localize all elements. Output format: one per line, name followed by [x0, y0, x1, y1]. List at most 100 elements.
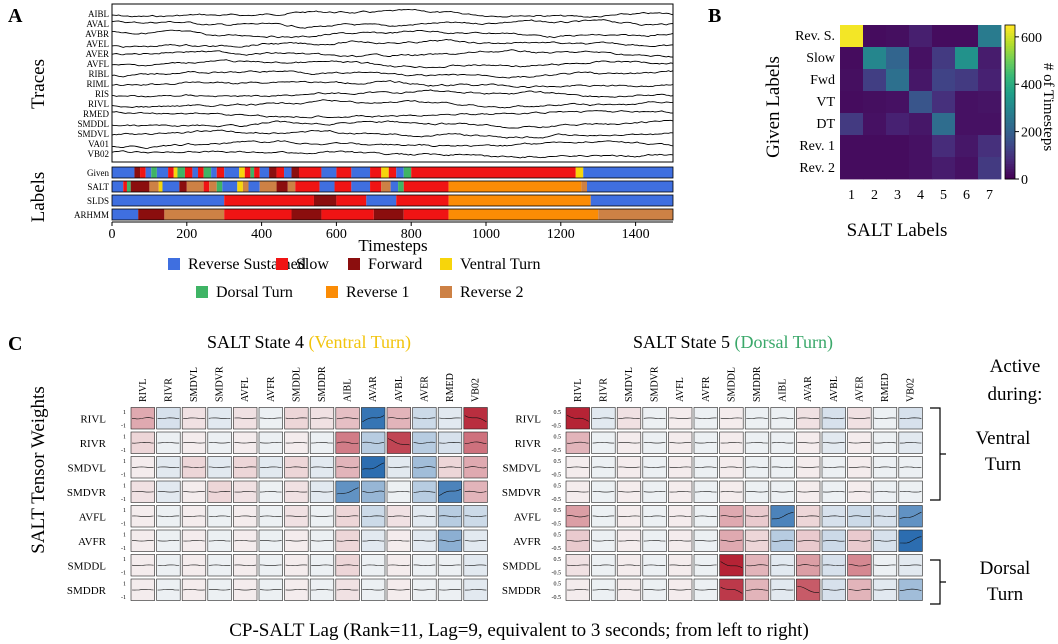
state5-lag-line-7-5 [694, 589, 717, 591]
label-segment-salt-0 [112, 181, 124, 192]
state5-lag-line-0-4 [669, 417, 692, 419]
state5-lag-line-6-9 [797, 564, 820, 567]
state5-cell-5-12 [872, 529, 898, 552]
state5-cell-4-13 [898, 505, 923, 528]
state4-lag-line-5-8 [336, 539, 359, 542]
state5-col-label-avar: AVAR [803, 376, 814, 402]
colorbar-step-22 [1005, 119, 1015, 124]
state4-cell-0-11 [412, 407, 437, 430]
label-segment-given-9 [184, 167, 193, 178]
state5-lag-line-2-10 [822, 466, 845, 468]
state4-lag-line-5-10 [387, 540, 410, 542]
state4-lag-line-5-13 [464, 540, 487, 542]
state4-lag-line-5-6 [285, 540, 308, 542]
state5-lag-line-1-0 [566, 441, 589, 444]
label-segment-salt-17 [276, 181, 288, 192]
label-segment-slds-1 [224, 195, 314, 206]
state5-lag-line-6-0 [566, 564, 589, 566]
salt-label-tick-7: 7 [986, 188, 993, 203]
state4-lag-line-6-3 [208, 564, 231, 566]
state5-ytick-top-0: 0.5 [554, 410, 562, 416]
label-segment-salt-4 [149, 181, 159, 192]
colorbar-step-38 [1005, 78, 1015, 82]
dorsal-label-line2: Turn [987, 584, 1024, 605]
state5-row-label-smdvr: SMDVR [502, 487, 542, 499]
label-segment-given-23 [284, 167, 292, 178]
state4-lag-line-3-13 [464, 490, 487, 493]
label-segment-salt-7 [179, 181, 187, 192]
state5-row-label-avfr: AVFR [513, 536, 542, 548]
state4-cell-4-10 [386, 505, 411, 528]
label-segment-arhmm-8 [448, 209, 599, 220]
colorbar-step-17 [1005, 132, 1015, 136]
state5-cell-4-0 [565, 505, 590, 528]
state5-lag-line-3-0 [566, 491, 589, 493]
state5-cell-0-11 [847, 407, 872, 430]
state5-lag-line-5-11 [848, 540, 871, 542]
state5-lag-line-7-4 [669, 589, 692, 591]
state4-cell-4-13 [463, 505, 488, 528]
state5-lag-line-5-3 [643, 540, 666, 542]
state5-lag-line-6-11 [848, 564, 871, 567]
state5-ytick-top-5: 0.5 [554, 533, 562, 539]
state5-lag-line-3-1 [592, 491, 615, 493]
label-segment-given-33 [403, 167, 412, 178]
trace-line-rmed [111, 110, 674, 119]
state5-lag-line-2-6 [720, 466, 743, 468]
state5-lag-line-6-7 [746, 564, 768, 567]
state5-lag-line-0-1 [592, 417, 615, 419]
state5-lag-line-3-3 [643, 491, 666, 493]
trace-name-smdvl: SMDVL [77, 129, 109, 139]
state4-lag-line-4-13 [464, 515, 487, 518]
timesteps-tick-label-400: 400 [251, 227, 272, 242]
salt-labels-axis-title: SALT Labels [847, 220, 948, 241]
state5-lag-line-2-9 [797, 466, 820, 468]
label-segment-salt-29 [581, 181, 587, 192]
confusion-cell-1-6 [978, 47, 1002, 70]
trace-line-rivl [111, 99, 673, 109]
label-segment-salt-26 [398, 181, 404, 192]
state4-cell-5-12 [437, 529, 463, 552]
state4-lag-line-0-0 [131, 417, 154, 420]
state5-lag-line-2-4 [669, 466, 692, 468]
state5-lag-line-3-13 [899, 491, 922, 493]
state4-lag-line-5-5 [259, 540, 282, 542]
state4-lag-line-3-0 [131, 491, 154, 493]
state5-lag-line-5-7 [746, 540, 768, 542]
state4-lag-line-4-1 [157, 515, 180, 517]
colorbar-step-39 [1005, 76, 1015, 80]
timesteps-tick-label-0: 0 [109, 227, 116, 242]
legend-label-reverse_2: Reverse 2 [460, 284, 524, 301]
state5-lag-line-5-0 [566, 540, 589, 542]
trace-line-avfl [111, 59, 674, 69]
state5-cell-3-8 [770, 480, 795, 503]
state4-ytick-top-4: 1 [123, 508, 126, 514]
confusion-cell-0-4 [932, 25, 956, 48]
state4-lag-line-7-12 [439, 589, 461, 591]
label-segment-given-10 [192, 167, 199, 178]
traces-title: Traces [28, 59, 49, 109]
confusion-cell-4-0 [840, 113, 864, 136]
state5-lag-line-6-6 [720, 561, 743, 569]
state4-cell-7-4 [233, 578, 258, 601]
label-segment-salt-25 [390, 181, 399, 192]
state4-ytick-bottom-0: -1 [121, 424, 126, 430]
salt-label-tick-3: 3 [894, 188, 901, 203]
state4-lag-line-7-4 [234, 589, 257, 591]
state5-lag-line-5-13 [899, 536, 922, 544]
state5-cell-7-11 [847, 578, 872, 601]
state5-lag-line-1-12 [874, 442, 896, 444]
state5-lag-line-4-12 [874, 515, 896, 518]
state4-lag-line-0-1 [157, 417, 180, 420]
colorbar-step-16 [1005, 135, 1015, 139]
state5-lag-line-1-13 [899, 442, 922, 444]
state5-title: SALT State 5 (Dorsal Turn) [633, 332, 833, 353]
colorbar-step-13 [1005, 143, 1015, 147]
state4-lag-line-4-2 [183, 515, 205, 517]
state5-lag-line-4-0 [566, 515, 589, 518]
state5-lag-line-4-6 [720, 515, 743, 518]
state5-lag-line-3-9 [797, 491, 820, 493]
state5-lag-line-2-2 [618, 466, 640, 468]
active-title-line1: Active [990, 356, 1041, 377]
label-segment-arhmm-1 [138, 209, 165, 220]
